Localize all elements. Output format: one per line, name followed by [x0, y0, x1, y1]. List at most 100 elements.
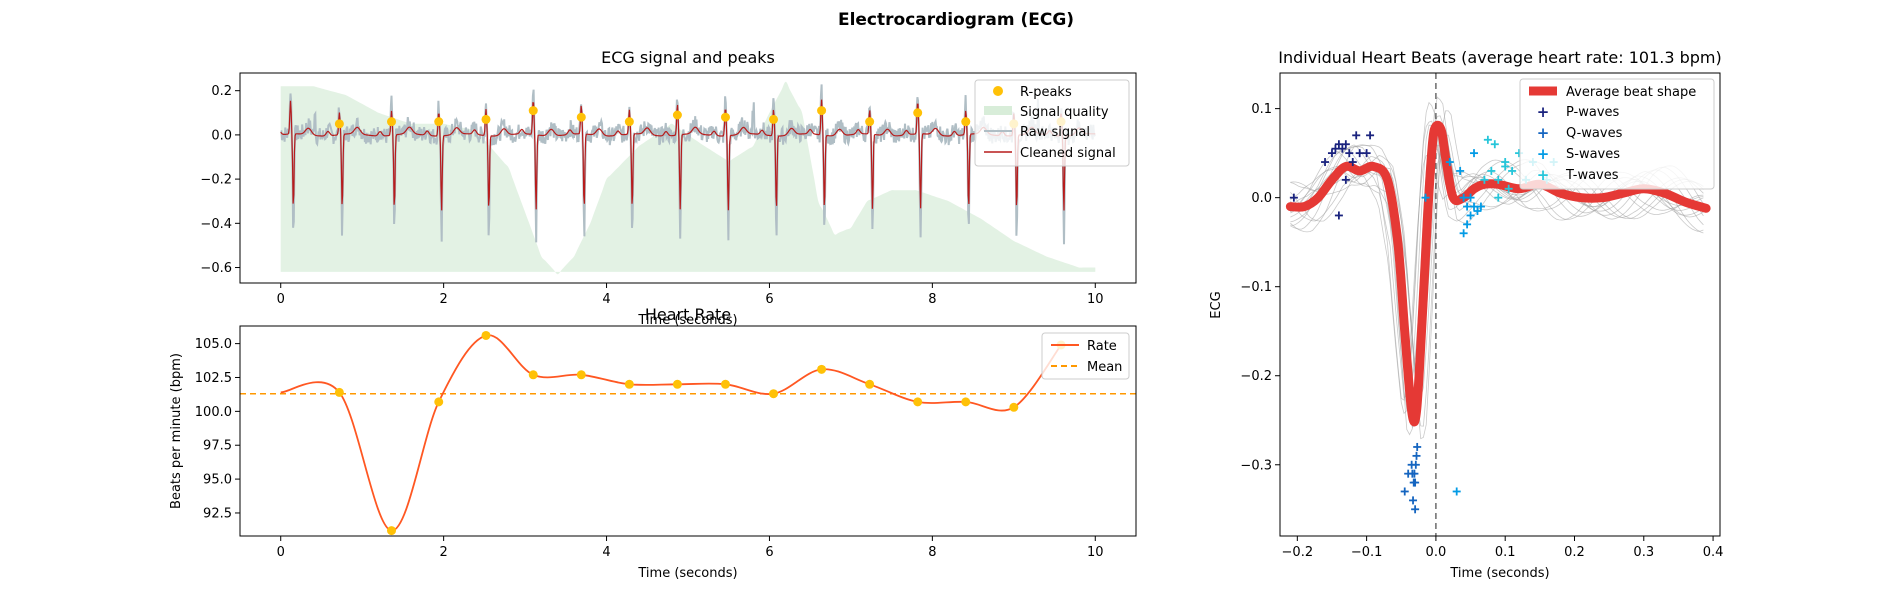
legend-raw-signal: Raw signal — [1020, 125, 1090, 140]
signal-frame — [239, 72, 1137, 284]
beats-xticks: −0.2 −0.1 0.0 0.1 0.2 0.3 0.4 — [1282, 536, 1724, 560]
p-wave-marker — [1348, 158, 1357, 167]
signal-xtick-label: 2 — [439, 292, 447, 307]
legend-q-marker: + — [1537, 124, 1550, 142]
beats-xtick-label: 0.4 — [1703, 545, 1724, 560]
p-wave-marker — [1289, 193, 1298, 202]
signal-title: ECG signal and peaks — [601, 48, 775, 67]
rate-ytick-label: 95.0 — [203, 473, 232, 488]
legend-mean: Mean — [1087, 360, 1122, 375]
q-wave-marker — [1408, 469, 1417, 478]
rate-point — [334, 387, 344, 397]
signal-quality-area — [280, 81, 1096, 275]
signal-legend: R-peaks Signal quality Raw signal Cleane… — [974, 79, 1130, 167]
signal-axes: ECG signal and peaks 0 2 4 6 8 10 −0.6−0.4−0.… — [200, 48, 1137, 328]
s-wave-marker — [1459, 193, 1468, 202]
beats-ytick-label: −0.1 — [1240, 280, 1272, 295]
t-wave-marker — [1494, 175, 1503, 184]
signal-xtick-label: 6 — [765, 292, 773, 307]
rate-point — [576, 370, 586, 380]
beats-axes: Individual Heart Beats (average heart ra… — [1209, 48, 1723, 581]
s-wave-marker — [1473, 207, 1482, 216]
rate-xtick-label: 10 — [1087, 545, 1104, 560]
signal-ytick-label: 0.0 — [211, 128, 232, 143]
t-wave-marker — [1483, 135, 1492, 144]
rate-point — [434, 397, 444, 407]
rate-xtick-label: 2 — [439, 545, 447, 560]
legend-quality-swatch — [984, 106, 1012, 115]
t-wave-marker — [1508, 166, 1517, 175]
rate-point — [1009, 402, 1019, 412]
rate-xtick-label: 8 — [928, 545, 936, 560]
signal-legend-box — [974, 79, 1130, 167]
p-wave-marker — [1362, 149, 1371, 158]
rate-point — [672, 379, 682, 389]
rate-title: Heart Rate — [645, 305, 731, 324]
legend-t-waves: T-waves — [1565, 168, 1619, 183]
r-peak-point — [528, 106, 538, 116]
t-wave-marker — [1490, 140, 1499, 149]
p-wave-marker — [1331, 144, 1340, 153]
suptitle: Electrocardiogram (ECG) — [838, 10, 1074, 30]
rate-ytick-label: 100.0 — [195, 405, 232, 420]
beats-legend: Average beat shape + P-waves + Q-waves +… — [1519, 78, 1715, 190]
legend-p-marker: + — [1537, 103, 1550, 121]
legend-rate: Rate — [1087, 339, 1117, 354]
signal-quality-layer — [280, 81, 1096, 275]
rate-ytick-label: 92.5 — [203, 506, 232, 521]
rate-line-layer — [280, 334, 1062, 532]
p-wave-marker — [1341, 140, 1350, 149]
signal-xtick-label: 10 — [1087, 292, 1104, 307]
legend-s-marker: + — [1537, 145, 1550, 163]
rate-point — [624, 379, 634, 389]
q-wave-marker — [1411, 478, 1420, 487]
beats-xtick-label: −0.1 — [1351, 545, 1383, 560]
beats-ylabel: ECG — [1209, 291, 1224, 318]
average-beat-line — [1285, 120, 1711, 427]
p-wave-marker — [1338, 144, 1347, 153]
rate-xtick-label: 6 — [765, 545, 773, 560]
p-wave-marker — [1355, 149, 1364, 158]
t-wave-marker — [1487, 166, 1496, 175]
s-wave-marker — [1463, 202, 1472, 211]
r-peak-point — [817, 106, 827, 116]
cleaned-signal-line — [280, 99, 1096, 211]
s-wave-marker — [1466, 193, 1475, 202]
individual-beat-line — [1290, 146, 1704, 401]
beats-legend-box — [1519, 78, 1715, 190]
s-wave-marker — [1470, 202, 1479, 211]
rate-frame — [239, 325, 1137, 537]
legend-q-waves: Q-waves — [1566, 126, 1623, 141]
p-wave-marker — [1341, 175, 1350, 184]
signal-xlabel: Time (seconds) — [637, 313, 737, 328]
legend-cleaned-signal: Cleaned signal — [1020, 146, 1116, 161]
r-peak-point — [865, 117, 875, 127]
legend-signal-quality: Signal quality — [1020, 105, 1109, 120]
r-peak-point — [624, 117, 634, 127]
signal-xtick-label: 0 — [277, 292, 285, 307]
s-wave-marker — [1463, 220, 1472, 229]
beats-ytick-label: 0.0 — [1251, 191, 1272, 206]
rate-point — [720, 379, 730, 389]
p-wave-marker — [1327, 149, 1336, 158]
rate-xtick-label: 0 — [277, 545, 285, 560]
beats-xtick-label: 0.0 — [1426, 545, 1447, 560]
rate-line — [280, 334, 1062, 532]
beats-yticks: −0.3 −0.2 −0.1 0.0 0.1 — [1240, 102, 1280, 473]
r-peak-point — [720, 112, 730, 122]
q-wave-marker — [1411, 505, 1420, 514]
rate-ytick-label: 97.5 — [203, 439, 232, 454]
q-wave-marker — [1400, 487, 1409, 496]
signal-yticks: −0.6 −0.4 −0.2 0.0 0.2 — [200, 84, 240, 276]
legend-average-beat: Average beat shape — [1566, 85, 1696, 100]
signal-ytick-label: 0.2 — [211, 84, 232, 99]
signal-ytick-label: −0.6 — [200, 261, 232, 276]
signal-xtick-label: 4 — [602, 292, 610, 307]
r-peak-point — [334, 119, 344, 129]
q-wave-marker — [1413, 442, 1422, 451]
rate-point — [913, 397, 923, 407]
beats-ytick-label: −0.3 — [1240, 458, 1272, 473]
rate-point — [387, 526, 397, 536]
rate-point — [817, 364, 827, 374]
